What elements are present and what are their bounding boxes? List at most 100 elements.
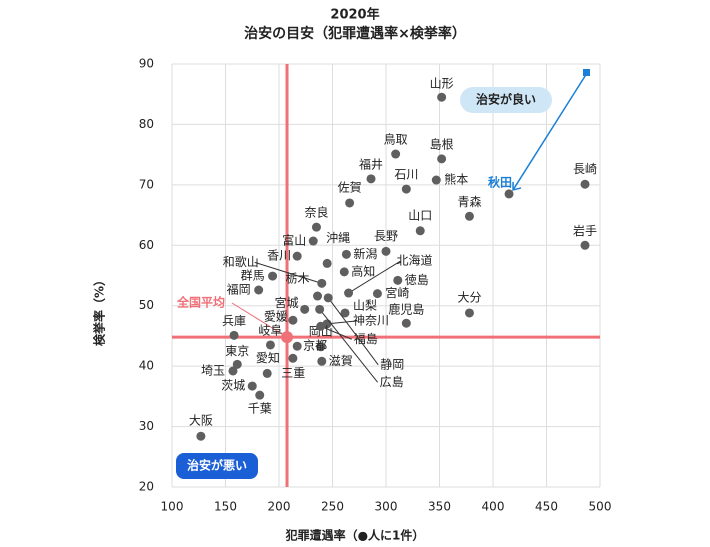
point [308, 236, 318, 246]
point [196, 431, 206, 441]
point-label: 青森 [457, 194, 481, 209]
point-label: 長野 [374, 229, 398, 243]
y-tick-label: 40 [139, 359, 154, 373]
point [580, 179, 590, 189]
point-label: 香川 [267, 249, 291, 263]
point-label: 千葉 [248, 402, 272, 416]
point-label: 奈良 [304, 205, 328, 220]
arrow [512, 72, 588, 191]
point-label: 岐阜 [258, 323, 282, 337]
point [504, 189, 514, 199]
quadrant-label: 治安が悪い [187, 458, 247, 473]
point-label: 和歌山 [223, 254, 259, 269]
point [340, 308, 350, 318]
point-label: 沖縄 [326, 230, 350, 245]
x-tick-label: 500 [589, 500, 612, 514]
quadrant-box [176, 453, 258, 479]
point [415, 226, 425, 236]
x-tick-label: 200 [268, 500, 291, 514]
x-tick-label: 350 [428, 500, 451, 514]
point [345, 198, 355, 208]
point [300, 304, 310, 314]
y-tick-label: 20 [139, 480, 154, 494]
x-tick-label: 400 [482, 500, 505, 514]
x-tick-label: 150 [214, 500, 237, 514]
x-tick-label: 450 [535, 500, 558, 514]
leader-line [327, 297, 379, 366]
leader-line [326, 320, 358, 325]
point [372, 289, 382, 299]
point-label: 三重 [281, 366, 305, 380]
point [391, 149, 401, 159]
point-label: 山口 [408, 208, 432, 222]
point-label: 愛知 [256, 351, 280, 365]
average-label: 全国平均 [176, 295, 225, 310]
x-tick-label: 100 [161, 500, 184, 514]
arrow-tail [583, 69, 590, 76]
point-label: 山形 [430, 77, 454, 91]
point [323, 293, 333, 303]
point-label: 高知 [351, 263, 375, 278]
point [265, 340, 275, 350]
point [393, 275, 403, 285]
point-label: 島根 [430, 136, 454, 151]
chart-title: 2020年 [330, 7, 379, 23]
point [366, 174, 376, 184]
point [228, 366, 238, 376]
point [381, 246, 391, 256]
y-tick-label: 60 [139, 238, 154, 252]
point [317, 356, 327, 366]
point-label: 京都 [303, 339, 327, 353]
point [580, 240, 590, 250]
y-tick-label: 80 [139, 117, 154, 131]
average-point [281, 331, 294, 344]
leader-line [348, 260, 401, 294]
point [437, 92, 447, 102]
point-label: 広島 [380, 374, 404, 389]
point [464, 211, 474, 221]
y-tick-label: 90 [139, 57, 154, 71]
point [247, 381, 257, 391]
point-label: 宮城 [275, 295, 299, 310]
point-label: 徳島 [405, 272, 429, 287]
point-label: 栃木 [286, 272, 310, 286]
point-label: 福井 [359, 156, 383, 171]
point [344, 288, 354, 298]
point-label: 愛媛 [264, 310, 288, 324]
point-label: 北海道 [397, 253, 433, 268]
point [311, 222, 321, 232]
y-tick-label: 70 [139, 177, 154, 191]
point [464, 308, 474, 318]
point [313, 291, 323, 301]
point [268, 271, 278, 281]
y-tick-label: 50 [139, 298, 154, 312]
point-label: 茨城 [221, 379, 245, 393]
point-label: 秋田 [488, 174, 512, 189]
point [292, 341, 302, 351]
point-label: 岩手 [573, 223, 597, 238]
quadrant-label: 治安が良い [476, 92, 536, 107]
arrow-head [512, 181, 522, 191]
point [401, 184, 411, 194]
point [322, 258, 332, 268]
point [255, 390, 265, 400]
leader-line [231, 302, 288, 338]
point-label: 富山 [282, 233, 306, 248]
point [316, 321, 326, 331]
point [254, 285, 264, 295]
point [401, 318, 411, 328]
point-label: 群馬 [241, 269, 265, 283]
point-label: 福岡 [227, 282, 251, 297]
point-label: 新潟 [353, 246, 377, 261]
x-tick-label: 250 [321, 500, 344, 514]
leader-line [320, 325, 352, 340]
point-label: 東京 [225, 344, 249, 358]
point [317, 278, 327, 288]
point [437, 154, 447, 164]
y-axis-label: 検挙率（%） [92, 274, 107, 346]
leader-line [319, 309, 379, 383]
point-label: 埼玉 [201, 363, 225, 377]
chart-subtitle: 治安の目安（犯罪遭遇率×検挙率） [244, 25, 466, 42]
